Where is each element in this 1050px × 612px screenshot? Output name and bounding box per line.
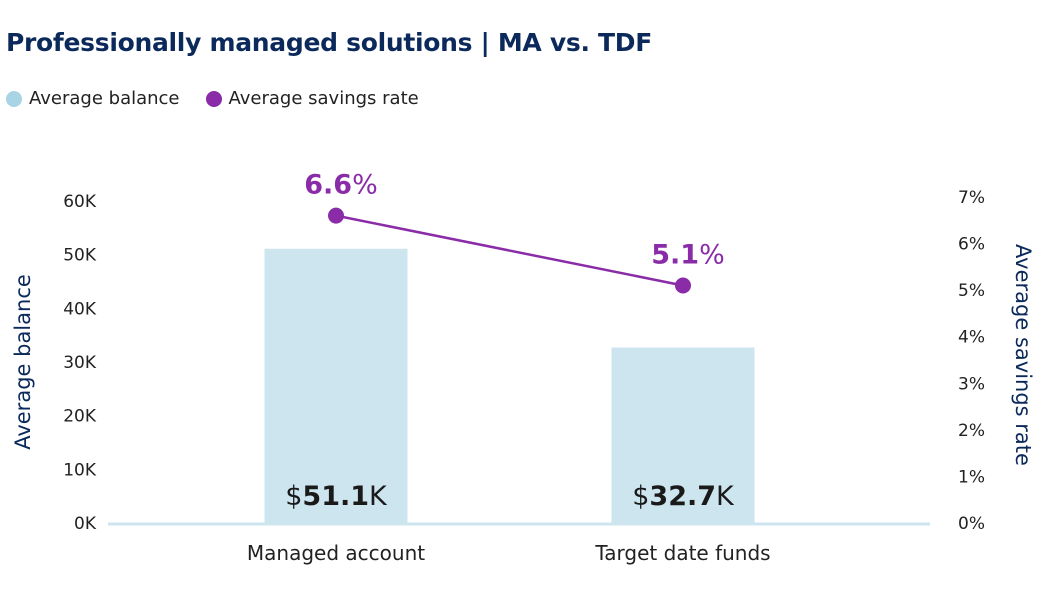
legend-label-balance: Average balance [29, 88, 180, 109]
savings-rate-point [328, 207, 344, 224]
y2-tick-label: 7% [958, 188, 985, 208]
category-label: Target date funds [594, 541, 770, 565]
y-tick-label: 10K [63, 460, 97, 480]
y2-tick-label: 6% [958, 235, 985, 255]
legend: Average balance Average savings rate [6, 88, 445, 109]
y-tick-label: 40K [63, 299, 97, 319]
y-tick-label: 50K [63, 246, 97, 266]
y2-tick-label: 4% [958, 328, 985, 348]
y2-axis-title: Average savings rate [1011, 244, 1035, 466]
savings-rate-line [335, 214, 684, 287]
y2-tick-label: 1% [958, 467, 985, 487]
y2-tick-label: 3% [958, 374, 985, 394]
y-tick-label: 0K [74, 514, 97, 534]
line-data-label: 5.1% [651, 239, 725, 270]
bar-data-label: $51.1K [285, 481, 388, 512]
legend-item-rate: Average savings rate [205, 88, 419, 109]
bar [611, 347, 755, 523]
y2-tick-label: 2% [958, 421, 985, 441]
legend-label-rate: Average savings rate [228, 88, 419, 109]
y-axis-title: Average balance [11, 274, 35, 450]
y-tick-label: 20K [63, 407, 97, 427]
bar [264, 248, 408, 523]
legend-swatch-balance [6, 90, 22, 107]
line-data-label: 6.6% [304, 170, 378, 201]
y2-tick-label: 5% [958, 281, 985, 301]
y-tick-label: 30K [63, 353, 97, 373]
legend-item-balance: Average balance [6, 88, 180, 109]
y2-tick-label: 0% [958, 514, 985, 534]
y-tick-label: 60K [63, 192, 97, 212]
chart-title: Professionally managed solutions | MA vs… [6, 28, 653, 57]
category-label: Managed account [247, 541, 425, 565]
legend-swatch-rate [205, 90, 222, 107]
savings-rate-point [675, 277, 691, 294]
bar-data-label: $32.7K [632, 481, 735, 512]
